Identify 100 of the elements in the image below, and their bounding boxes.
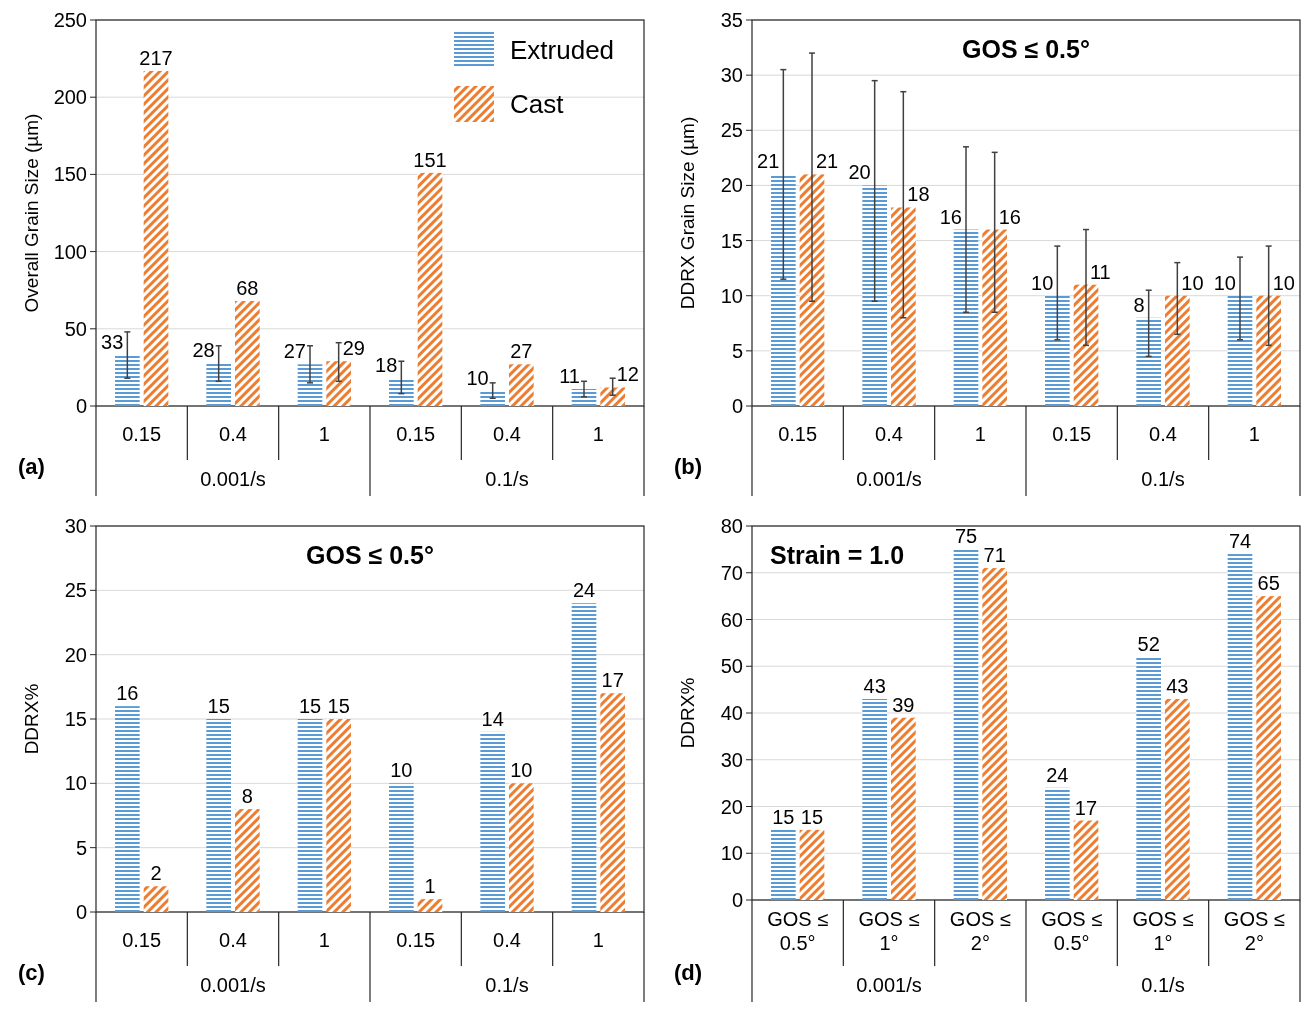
x-tick-label: 1	[592, 423, 604, 445]
y-tick-label: 20	[64, 643, 87, 666]
y-tick-label: 25	[720, 119, 743, 142]
x-tick-label: GOS ≤ 0.5°	[1041, 908, 1103, 954]
data-label: 8	[241, 785, 253, 808]
data-label: 15	[327, 695, 350, 717]
bar	[891, 717, 916, 900]
data-label: 11	[559, 365, 580, 388]
y-tick-label: 0	[731, 889, 743, 911]
data-label: 27	[510, 340, 533, 363]
text: Strain = 1.0	[770, 541, 905, 569]
bar	[115, 355, 140, 406]
data-label: 11	[1090, 260, 1111, 283]
bar	[143, 886, 169, 912]
y-tick-label: 30	[720, 748, 743, 771]
bar	[417, 172, 443, 406]
x-tick-label: 1	[1248, 423, 1260, 445]
y-axis-title: DDRX Grain Size (µm)	[677, 116, 698, 310]
y-tick-label: 50	[720, 655, 743, 678]
data-label: 17	[601, 669, 624, 692]
data-label: 17	[1074, 796, 1098, 819]
bar	[480, 731, 505, 912]
bar	[509, 783, 534, 912]
data-label: 15	[298, 695, 322, 717]
data-label: 217	[139, 46, 173, 69]
text: GOS ≤ 0.5°	[306, 541, 434, 569]
data-label: 18	[375, 354, 398, 377]
data-label: 14	[481, 707, 504, 730]
text: 0.001/s	[200, 468, 266, 490]
text: (c)	[18, 960, 45, 985]
data-label: 27	[283, 340, 306, 363]
text: 0.001/s	[200, 974, 266, 996]
data-label: 43	[863, 674, 886, 697]
bar	[1073, 820, 1099, 900]
data-label: 68	[236, 277, 259, 300]
y-tick-label: 200	[53, 86, 87, 109]
bar	[771, 174, 796, 406]
y-tick-label: 10	[64, 772, 87, 795]
y-tick-label: 80	[720, 515, 743, 537]
data-label: 28	[192, 338, 215, 361]
text: (d)	[674, 960, 703, 985]
bar	[799, 174, 825, 406]
data-label: 65	[1257, 572, 1280, 595]
x-tick-label: GOS ≤ 2°	[949, 908, 1011, 954]
y-tick-label: 0	[75, 901, 87, 923]
data-label: 33	[101, 331, 124, 354]
bar	[1045, 295, 1070, 406]
bar	[600, 387, 625, 406]
bar	[1256, 295, 1281, 406]
x-tick-label: 1	[318, 929, 330, 951]
bar	[389, 378, 414, 406]
bar	[600, 693, 625, 912]
text: 0.001/s	[856, 468, 922, 490]
y-tick-label: 5	[75, 836, 87, 859]
data-label: 24	[1046, 763, 1069, 786]
x-tick-label: 0.15	[122, 929, 162, 951]
legend-label: Cast	[510, 89, 565, 120]
x-tick-label: 0.4	[1149, 423, 1177, 445]
x-tick-label: GOS ≤ 2°	[1223, 908, 1285, 954]
data-label: 10	[390, 759, 413, 782]
bar	[1045, 787, 1070, 900]
bar	[1136, 656, 1161, 900]
data-label: 21	[816, 150, 839, 173]
bar	[1136, 317, 1161, 406]
data-label: 10	[1213, 271, 1236, 294]
data-label: 10	[1272, 271, 1295, 294]
x-tick-label: 0.4	[493, 423, 521, 445]
bar	[891, 207, 916, 406]
data-label: 21	[757, 150, 780, 173]
bar	[862, 185, 887, 406]
data-label: 15	[772, 805, 795, 828]
data-label: 39	[892, 693, 915, 716]
data-label: 10	[466, 366, 489, 389]
bar	[143, 70, 169, 406]
text: (b)	[674, 454, 703, 479]
data-label: 16	[116, 682, 139, 705]
data-label: 75	[954, 525, 978, 548]
y-tick-label: 0	[75, 395, 87, 417]
bar	[206, 719, 231, 912]
data-label: 18	[907, 183, 930, 206]
bar	[326, 719, 351, 912]
bar	[297, 364, 323, 406]
bar	[206, 362, 231, 406]
data-label: 151	[413, 148, 447, 171]
x-tick-label: 0.4	[219, 929, 247, 951]
bar	[1227, 554, 1253, 900]
x-tick-label: 0.15	[1052, 423, 1092, 445]
x-tick-label: 0.4	[219, 423, 247, 445]
y-tick-label: 60	[720, 608, 743, 631]
text: (a)	[18, 454, 45, 479]
x-tick-label: 0.15	[778, 423, 818, 445]
data-label: 16	[998, 205, 1021, 228]
bar	[235, 301, 260, 406]
y-axis-title: Overall Grain Size (µm)	[21, 113, 42, 313]
data-label: 16	[939, 205, 962, 228]
text: 0.1/s	[485, 974, 529, 996]
data-label: 74	[1228, 530, 1252, 553]
y-tick-label: 50	[64, 317, 87, 340]
bar	[799, 829, 825, 900]
data-label: 15	[207, 695, 230, 717]
